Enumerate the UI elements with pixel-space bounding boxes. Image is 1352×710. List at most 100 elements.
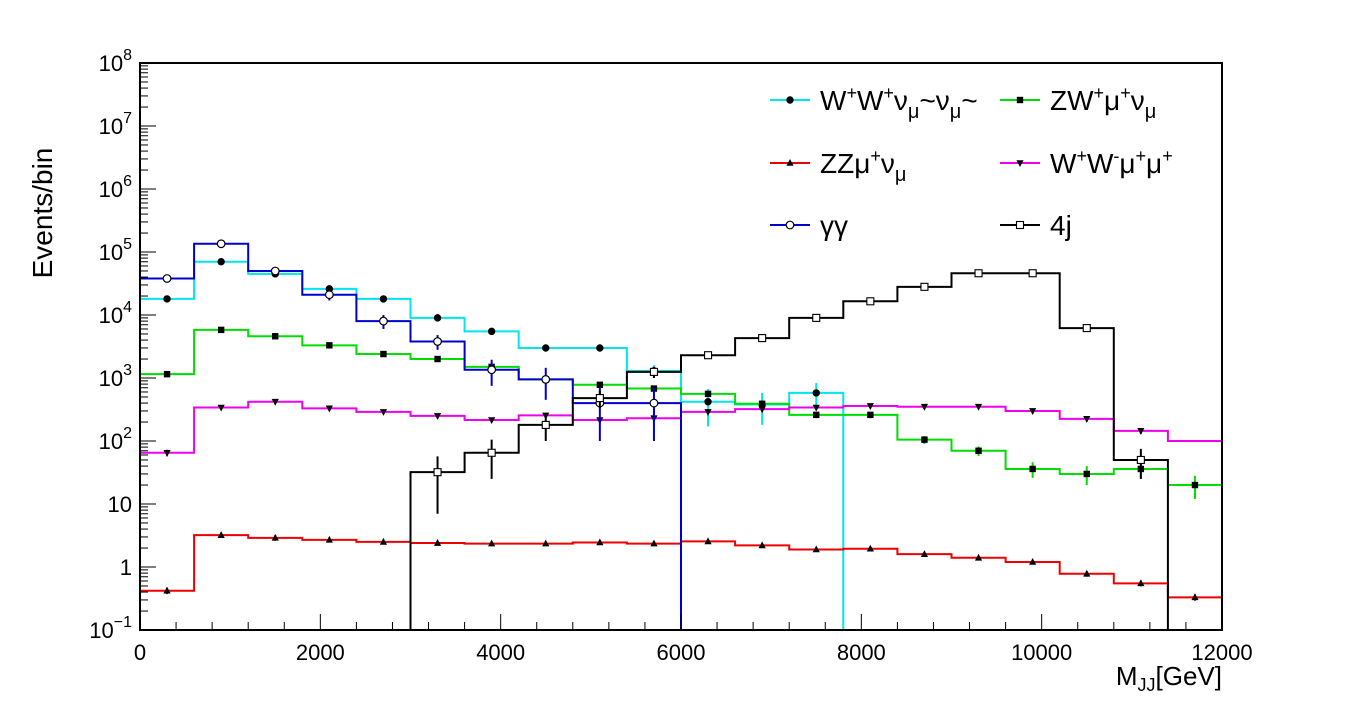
data-point [1028, 269, 1037, 278]
data-point [1083, 470, 1090, 478]
data-point [596, 344, 604, 352]
y-tick-label: 108 [99, 47, 132, 76]
y-tick-base: 10 [89, 618, 113, 643]
x-tick-label: 10000 [1011, 640, 1072, 665]
data-point [380, 350, 387, 358]
legend-label-part: ~ [961, 85, 977, 116]
data-point [703, 351, 713, 360]
y-tick-exponent: 6 [123, 173, 132, 190]
legend-label-part: γγ [820, 210, 848, 241]
data-point [704, 409, 712, 416]
data-point [1083, 569, 1091, 577]
data-point [920, 403, 929, 411]
data-point [704, 537, 712, 545]
data-point [270, 266, 280, 276]
data-point [974, 269, 983, 278]
y-tick-exponent: −1 [114, 614, 132, 631]
data-point [758, 541, 766, 549]
data-point [271, 398, 279, 406]
y-tick-label: 104 [99, 299, 132, 328]
data-point [541, 420, 550, 429]
data-point [1191, 593, 1199, 601]
legend-label-part: ν [1131, 85, 1145, 116]
data-point [867, 411, 874, 419]
legend-label-part: W [857, 85, 884, 116]
data-point [163, 295, 171, 303]
x-tick-label: 4000 [476, 640, 525, 665]
data-point [216, 239, 226, 249]
data-point [433, 337, 442, 346]
data-point [649, 367, 659, 376]
y-axis-title: Events/bin [27, 148, 58, 279]
data-point [1137, 428, 1145, 435]
y-tick-label: 105 [99, 236, 132, 265]
legend-label: W+W-μ+μ+ [1050, 146, 1173, 179]
data-point [866, 403, 874, 410]
y-tick-exponent: 2 [123, 425, 132, 442]
y-tick-exponent: 3 [123, 362, 132, 379]
y-tick-exponent: 4 [123, 299, 132, 316]
legend-label-part: - [1113, 146, 1119, 166]
legend-swatch-marker [1016, 160, 1024, 167]
data-point [974, 553, 983, 561]
data-point [272, 333, 279, 340]
x-axis-title-base: M [1116, 661, 1138, 691]
data-point [541, 375, 551, 384]
legend-label-part: 4j [1050, 210, 1072, 241]
data-point [813, 411, 820, 419]
legend-entry-1: ZW+μ+νμ [1000, 83, 1156, 123]
data-point [379, 537, 388, 545]
legend-label-part: + [1136, 146, 1147, 166]
x-axis-title: MJJ[GeV] [1116, 661, 1222, 695]
y-tick-exponent: 7 [123, 110, 132, 127]
legend-label: γγ [820, 210, 848, 241]
y-tick-label: 10 [108, 492, 132, 517]
legend-entry-2: ZZμ+νμ [770, 146, 906, 186]
legend-label-part: μ [895, 164, 907, 186]
data-point [921, 436, 928, 443]
legend-swatch-marker [1016, 96, 1024, 104]
legend-label: 4j [1050, 210, 1072, 241]
legend-label-part: μ [1145, 101, 1157, 123]
data-point [1191, 481, 1199, 489]
legend-label-part: + [883, 83, 894, 103]
data-point [1083, 416, 1091, 423]
data-point [704, 398, 712, 406]
legend-entry-3: W+W-μ+μ+ [1000, 146, 1173, 179]
data-point [217, 326, 225, 334]
legend-label-part: μ [1119, 148, 1135, 179]
legend-label-part: μ [908, 101, 920, 123]
x-tick-label: 0 [134, 640, 146, 665]
data-point [433, 314, 442, 322]
y-tick-base: 10 [99, 429, 123, 454]
data-point [487, 448, 496, 457]
y-tick-exponent: 8 [123, 47, 132, 64]
legend-label: ZW+μ+νμ [1050, 83, 1156, 123]
legend-label-part: ZZμ [820, 148, 870, 179]
legend-label-part: + [870, 146, 881, 166]
data-point [649, 398, 659, 408]
y-tick-label: 10−1 [89, 614, 132, 643]
x-tick-label: 12000 [1191, 640, 1252, 665]
legend-label-part: ν [894, 85, 908, 116]
data-point [812, 313, 821, 322]
legend-swatch-marker [1015, 220, 1025, 230]
data-point [595, 394, 604, 403]
data-point [163, 370, 171, 378]
data-point [866, 297, 875, 306]
data-point [1082, 324, 1091, 333]
data-point [487, 365, 497, 375]
data-point [433, 413, 442, 420]
data-point [1029, 465, 1036, 473]
y-tick-label: 103 [99, 362, 132, 391]
data-point [758, 334, 767, 343]
x-tick-label: 8000 [837, 640, 886, 665]
data-point [163, 449, 171, 457]
legend-label-part: ZW [1050, 85, 1094, 116]
data-point [217, 531, 225, 538]
data-point [920, 282, 929, 291]
data-point [434, 355, 441, 363]
data-point [974, 403, 983, 411]
data-point [920, 550, 929, 557]
